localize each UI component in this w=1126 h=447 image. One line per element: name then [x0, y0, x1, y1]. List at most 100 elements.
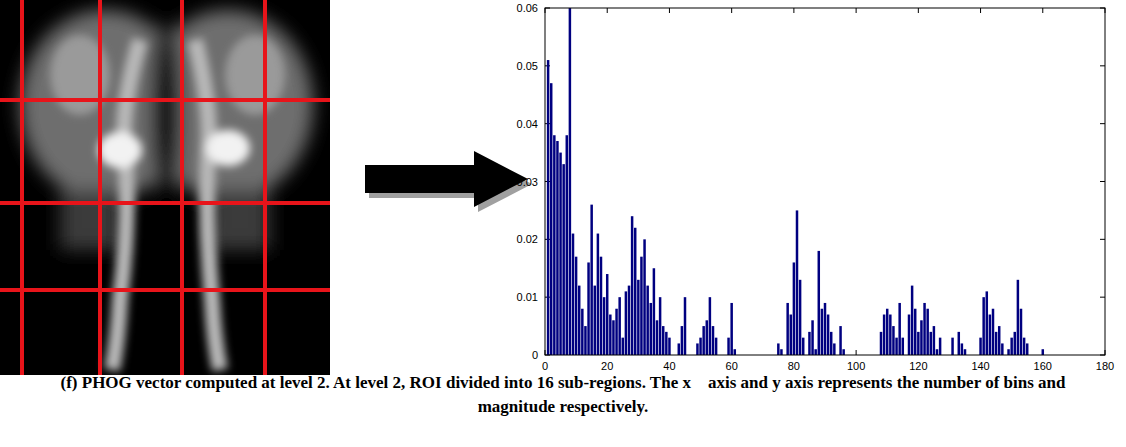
bar	[696, 343, 698, 355]
x-tick-top	[731, 8, 732, 13]
bar	[827, 315, 829, 355]
bar	[1026, 343, 1028, 355]
bar	[799, 280, 801, 355]
bar	[902, 338, 904, 355]
bar	[830, 332, 832, 355]
bar	[600, 257, 602, 355]
right-bright-spot	[206, 130, 250, 166]
bar	[553, 135, 555, 355]
bar	[556, 141, 558, 355]
lower-left	[60, 190, 120, 250]
y-tick-right	[1100, 65, 1105, 66]
bar	[709, 297, 711, 355]
grid-line-vertical	[98, 0, 102, 375]
bar	[790, 315, 792, 355]
bar	[653, 268, 655, 355]
bar	[562, 164, 564, 355]
grid-line-horizontal	[0, 201, 330, 205]
bar	[581, 309, 583, 355]
bar	[939, 338, 941, 355]
bar	[650, 303, 652, 355]
x-tick-label: 120	[909, 360, 927, 372]
bar	[1020, 309, 1022, 355]
bar	[587, 262, 589, 355]
bar	[886, 309, 888, 355]
bar	[559, 153, 561, 355]
bar	[606, 274, 608, 355]
x-tick-top	[918, 8, 919, 13]
grid-line-vertical	[180, 0, 184, 375]
bar	[706, 320, 708, 355]
left-hemisphere	[20, 10, 190, 200]
bar	[964, 349, 966, 355]
bar	[656, 320, 658, 355]
bar	[681, 326, 683, 355]
bar	[933, 326, 935, 355]
image-background	[0, 0, 330, 375]
bar	[727, 338, 729, 355]
bar	[979, 338, 981, 355]
bar	[883, 315, 885, 355]
bar	[1014, 332, 1016, 355]
y-tick-label: 0.03	[517, 176, 538, 188]
y-tick-label: 0.02	[517, 233, 538, 245]
bar	[992, 309, 994, 355]
bar	[678, 343, 680, 355]
bar	[958, 332, 960, 355]
y-tick-right	[1100, 181, 1105, 182]
grid-line-vertical	[20, 0, 24, 375]
y-tick-label: 0	[532, 349, 538, 361]
arrow	[365, 151, 528, 207]
bar	[824, 303, 826, 355]
bar	[892, 326, 894, 355]
bar	[811, 320, 813, 355]
y-tick-right	[1100, 297, 1105, 298]
bar	[926, 309, 928, 355]
x-tick-top	[980, 8, 981, 13]
bar	[780, 349, 782, 355]
bar	[628, 286, 630, 355]
x-tick-label: 60	[726, 360, 738, 372]
bar	[908, 315, 910, 355]
bar	[634, 228, 636, 355]
bar	[914, 309, 916, 355]
bar	[895, 338, 897, 355]
y-tick-label: 0.05	[517, 60, 538, 72]
bar	[609, 315, 611, 355]
x-tick-label: 80	[788, 360, 800, 372]
bar	[575, 257, 577, 355]
x-tick-label: 180	[1096, 360, 1114, 372]
bar	[982, 297, 984, 355]
x-tick	[1042, 350, 1043, 355]
bar	[833, 343, 835, 355]
bar	[880, 332, 882, 355]
x-tick	[856, 350, 857, 355]
bar	[808, 332, 810, 355]
bar	[961, 343, 963, 355]
bar	[814, 349, 816, 355]
bar	[584, 326, 586, 355]
bar	[951, 338, 953, 355]
y-tick-label: 0.01	[517, 291, 538, 303]
bar	[665, 332, 667, 355]
bar	[793, 262, 795, 355]
x-tick-top	[856, 8, 857, 13]
bar	[622, 338, 624, 355]
bar	[898, 303, 900, 355]
bar	[646, 286, 648, 355]
bar	[618, 297, 620, 355]
bar	[839, 326, 841, 355]
bar	[612, 320, 614, 355]
y-tick-label: 0.06	[517, 2, 538, 14]
bar	[936, 349, 938, 355]
right-lobe-detail	[225, 35, 285, 115]
bar	[730, 303, 732, 355]
bar	[572, 234, 574, 355]
x-tick-label: 160	[1034, 360, 1052, 372]
x-tick-top	[669, 8, 670, 13]
x-tick-label: 100	[847, 360, 865, 372]
caption-line: magnitude respectively.	[478, 397, 649, 416]
x-tick-top	[1042, 8, 1043, 13]
bar	[1023, 338, 1025, 355]
ticks	[545, 8, 1105, 355]
